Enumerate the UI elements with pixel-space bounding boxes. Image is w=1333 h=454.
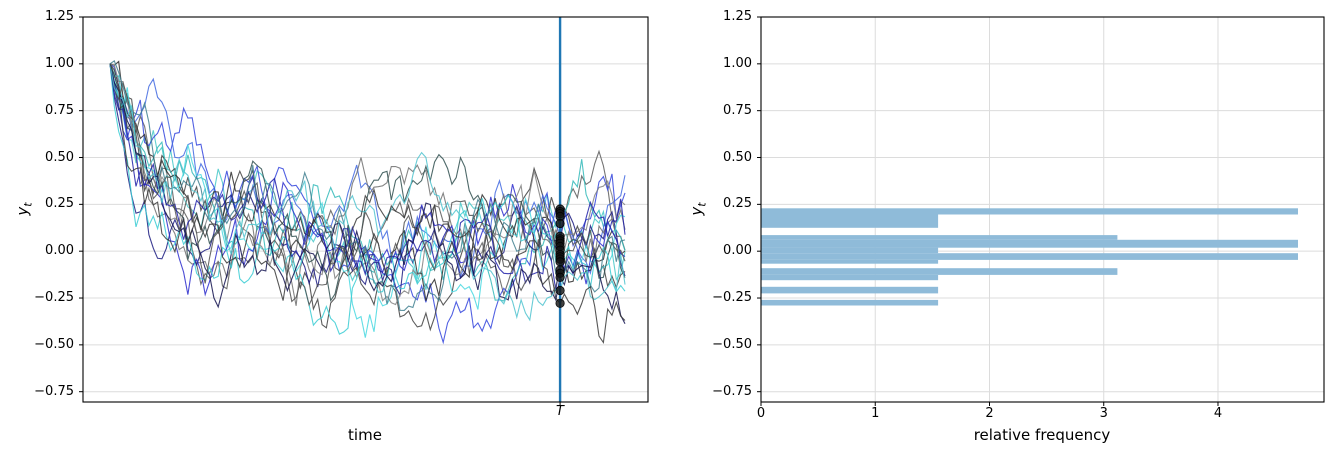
right-ytick-label: 1.00 [723,55,752,71]
right-ytick-label: −0.25 [712,290,752,306]
series-line [109,63,626,335]
ensemble-lines [109,60,626,345]
histogram-bar [761,260,939,264]
left-ytick-label: 1.25 [45,9,74,24]
left-xlabel: time [348,426,382,444]
series-line [109,63,626,307]
endpoint-dot [555,272,565,282]
series-line [109,63,626,325]
series-line [109,63,626,322]
histogram-bar [761,247,939,254]
series-line [109,63,626,332]
histogram-bar [761,208,1298,215]
right-ytick-label: 1.25 [723,9,752,24]
right-grid [761,16,1324,402]
left-ytick-label: 1.00 [45,55,74,71]
right-ytick-label: −0.75 [712,383,752,399]
histogram-bar [761,299,939,306]
series-line [109,60,626,311]
series-line [109,63,626,345]
endpoint-dot [555,285,565,296]
right-xtick-label: 2 [985,406,994,421]
left-ytick-label: −0.25 [34,290,74,306]
right-xtick-label: 0 [756,406,766,421]
right-ytick-label: −0.50 [712,336,752,352]
left-ytick-label: 0.25 [45,196,74,212]
histogram-bar [761,253,1298,260]
left-ytick-label: 0.75 [45,102,74,118]
histogram-bar [761,286,939,294]
series-line [109,63,626,345]
right-ytick-label: 0.00 [723,243,752,259]
histogram-bar [761,214,939,228]
endpoint-dot [555,218,565,229]
series-line [109,63,626,297]
histogram-bar [761,275,939,281]
left-ytick-label: −0.50 [34,336,74,352]
right-ytick-label: 0.75 [723,102,752,118]
series-line [109,63,626,338]
histogram-bar [761,235,1118,240]
right-xtick-label: 3 [1099,406,1108,421]
left-ytick-label: −0.75 [34,383,74,399]
left-ytick-label: 0.00 [45,243,74,259]
endpoint-dot [555,298,565,308]
tick-marks [79,16,1219,406]
histogram-bars [761,208,1298,306]
histogram-bar [761,239,1298,248]
right-axes-box [760,16,1325,403]
endpoint-markers [555,204,565,308]
right-ytick-label: 0.25 [723,196,752,212]
endpoint-dot [555,257,565,267]
histogram-bar [761,268,1118,275]
left-axes-box [82,16,649,403]
left-xtick-T-label: T [556,404,564,419]
series-line [109,63,626,302]
right-xlabel: relative frequency [973,426,1111,444]
right-ytick-label: 0.50 [723,149,752,165]
right-xtick-label: 1 [871,406,880,421]
right-xtick-label: 4 [1213,406,1223,421]
left-ytick-label: 0.50 [45,149,74,165]
